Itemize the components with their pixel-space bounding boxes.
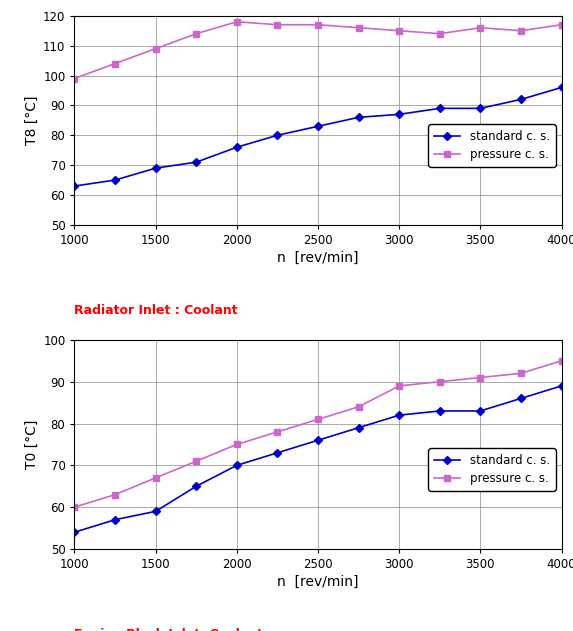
standard c. s. [355, 114, 362, 121]
pressure c. s. [558, 357, 565, 365]
standard c. s. [558, 84, 565, 91]
standard c. s. [193, 483, 200, 490]
pressure c. s. [558, 21, 565, 28]
standard c. s. [396, 411, 403, 419]
standard c. s. [315, 122, 321, 130]
pressure c. s. [477, 24, 484, 32]
Line: pressure c. s.: pressure c. s. [72, 19, 564, 81]
Line: standard c. s.: standard c. s. [72, 383, 564, 535]
pressure c. s. [315, 416, 321, 423]
pressure c. s. [477, 374, 484, 381]
standard c. s. [274, 449, 281, 457]
pressure c. s. [274, 21, 281, 28]
standard c. s. [315, 437, 321, 444]
pressure c. s. [152, 45, 159, 52]
Line: pressure c. s.: pressure c. s. [72, 358, 564, 510]
pressure c. s. [517, 27, 524, 35]
standard c. s. [437, 407, 444, 415]
standard c. s. [477, 407, 484, 415]
Text: Radiator Inlet : Coolant: Radiator Inlet : Coolant [74, 304, 238, 317]
standard c. s. [152, 507, 159, 515]
standard c. s. [233, 143, 240, 151]
standard c. s. [233, 461, 240, 469]
pressure c. s. [71, 504, 78, 511]
standard c. s. [71, 528, 78, 536]
X-axis label: n  [rev/min]: n [rev/min] [277, 251, 359, 265]
pressure c. s. [396, 27, 403, 35]
pressure c. s. [517, 370, 524, 377]
standard c. s. [274, 131, 281, 139]
pressure c. s. [355, 24, 362, 32]
pressure c. s. [274, 428, 281, 435]
Line: standard c. s.: standard c. s. [72, 85, 564, 189]
standard c. s. [112, 516, 119, 524]
Y-axis label: T8 [°C]: T8 [°C] [25, 95, 39, 145]
standard c. s. [396, 110, 403, 118]
pressure c. s. [355, 403, 362, 411]
standard c. s. [517, 394, 524, 402]
Legend: standard c. s., pressure c. s.: standard c. s., pressure c. s. [428, 448, 556, 491]
Text: Engine Block Inlet: Coolant: Engine Block Inlet: Coolant [74, 628, 264, 631]
standard c. s. [112, 176, 119, 184]
pressure c. s. [193, 30, 200, 37]
pressure c. s. [233, 440, 240, 448]
standard c. s. [437, 105, 444, 112]
pressure c. s. [233, 18, 240, 25]
pressure c. s. [112, 491, 119, 498]
pressure c. s. [437, 378, 444, 386]
Legend: standard c. s., pressure c. s.: standard c. s., pressure c. s. [428, 124, 556, 167]
pressure c. s. [112, 60, 119, 68]
standard c. s. [558, 382, 565, 390]
pressure c. s. [437, 30, 444, 37]
standard c. s. [355, 424, 362, 432]
standard c. s. [152, 164, 159, 172]
standard c. s. [477, 105, 484, 112]
standard c. s. [193, 158, 200, 166]
X-axis label: n  [rev/min]: n [rev/min] [277, 575, 359, 589]
standard c. s. [517, 96, 524, 103]
Y-axis label: T0 [°C]: T0 [°C] [25, 420, 39, 469]
pressure c. s. [396, 382, 403, 390]
pressure c. s. [71, 74, 78, 82]
pressure c. s. [315, 21, 321, 28]
pressure c. s. [193, 457, 200, 465]
pressure c. s. [152, 474, 159, 481]
standard c. s. [71, 182, 78, 190]
